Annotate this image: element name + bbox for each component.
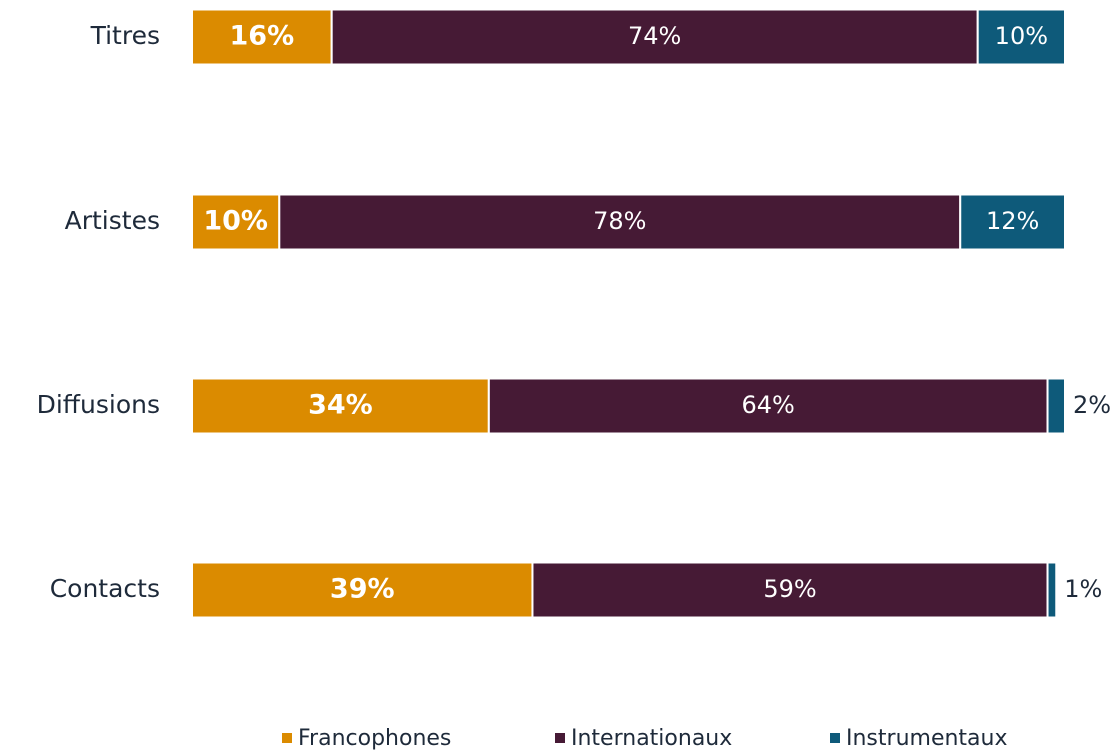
bar-segment [278, 193, 962, 251]
legend-swatch [555, 733, 565, 743]
bar-segment [531, 561, 1049, 619]
bar-segment [487, 377, 1049, 435]
value-label: 74% [628, 22, 681, 50]
bar-segment [959, 193, 1066, 251]
value-label: 64% [742, 391, 795, 419]
category-label: Diffusions [37, 390, 160, 419]
bar-segment [1046, 561, 1058, 619]
value-label: 34% [308, 390, 373, 421]
value-label: 12% [986, 207, 1039, 235]
bar-segment [330, 8, 979, 66]
bar-segment [191, 377, 490, 435]
category-label: Titres [90, 21, 160, 50]
value-label: 39% [330, 574, 395, 605]
value-label: 59% [763, 575, 816, 603]
value-label: 1% [1064, 575, 1102, 603]
bar-segment [976, 8, 1067, 66]
legend-label: Francophones [298, 726, 451, 751]
value-label: 10% [995, 22, 1048, 50]
value-label: 10% [203, 206, 268, 237]
legend-swatch [282, 733, 292, 743]
bar-segment [191, 8, 333, 66]
legend-label: Internationaux [571, 726, 732, 751]
category-label: Contacts [50, 574, 160, 603]
legend-label: Instrumentaux [846, 726, 1008, 751]
category-label: Artistes [65, 206, 160, 235]
bar-segment [1046, 377, 1067, 435]
value-label: 2% [1073, 391, 1111, 419]
value-label: 78% [593, 207, 646, 235]
legend-swatch [830, 733, 840, 743]
value-label: 16% [230, 21, 295, 52]
bar-segment [191, 561, 534, 619]
